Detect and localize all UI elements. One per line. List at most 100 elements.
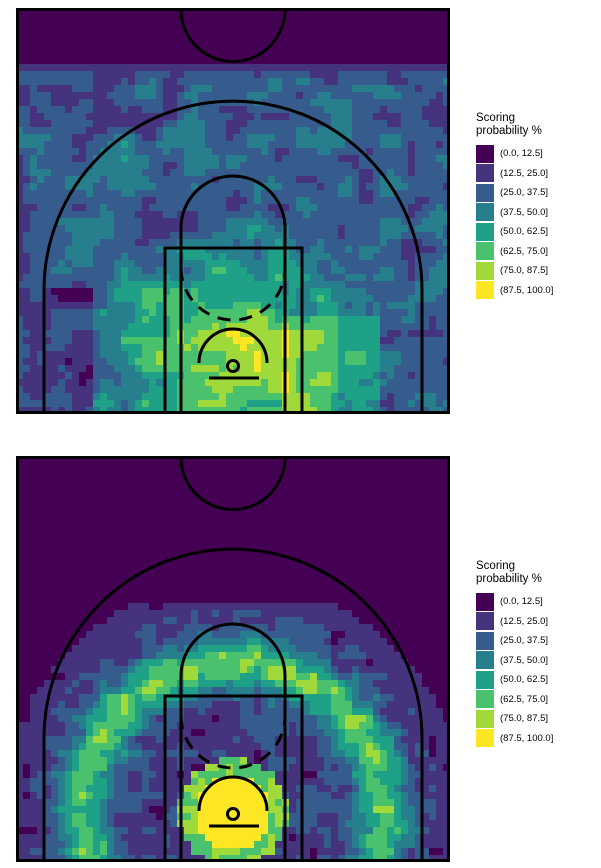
heatmap-cell [345,246,353,254]
heatmap-cell [317,15,325,23]
heatmap-cell [205,470,213,478]
heatmap-cell [219,50,227,58]
heatmap-cell [233,554,241,562]
heatmap-cell [387,148,395,156]
heatmap-cell [72,302,80,310]
heatmap-cell [268,533,276,541]
heatmap-cell [191,50,199,58]
heatmap-cell [23,330,31,338]
heatmap-cell [51,344,59,352]
heatmap-cell [86,561,94,569]
heatmap-cell [352,358,360,366]
heatmap-cell [303,540,311,548]
heatmap-cell [135,225,143,233]
heatmap-cell [366,232,374,240]
heatmap-cell [107,155,115,163]
heatmap-cell [191,316,199,324]
heatmap-cell [345,15,353,23]
heatmap-cell [107,288,115,296]
heatmap-cell [135,589,143,597]
heatmap-cell [177,197,185,205]
heatmap-cell [114,274,122,282]
heatmap-cell [156,526,164,534]
heatmap-cell [394,316,402,324]
heatmap-cell [352,239,360,247]
heatmap-cell [394,351,402,359]
heatmap-cell [44,218,52,226]
heatmap-cell [394,512,402,520]
heatmap-cell [79,400,87,408]
heatmap-cell [352,232,360,240]
heatmap-cell [177,141,185,149]
heatmap-cell [219,162,227,170]
heatmap-cell [310,477,318,485]
heatmap-cell [373,50,381,58]
heatmap-cell [310,330,318,338]
heatmap-cell [296,596,304,604]
heatmap-cell [366,148,374,156]
heatmap-cell [275,302,283,310]
heatmap-cell [303,281,311,289]
heatmap-cell [170,43,178,51]
heatmap-cell [198,134,206,142]
heatmap-cell [142,484,150,492]
heatmap-cell [107,253,115,261]
heatmap-cell [366,575,374,583]
heatmap-cell [401,393,409,401]
heatmap-cell [408,337,416,345]
heatmap-cell [303,512,311,520]
heatmap-cell [303,99,311,107]
heatmap-cell [415,533,423,541]
heatmap-cell [373,15,381,23]
heatmap-cell [191,225,199,233]
heatmap-cell [387,50,395,58]
heatmap-cell [275,239,283,247]
heatmap-cell [422,197,430,205]
heatmap-cell [380,71,388,79]
heatmap-cell [331,554,339,562]
heatmap-cell [387,470,395,478]
heatmap-cell [226,351,234,359]
heatmap-cell [156,323,164,331]
heatmap-cell [261,323,269,331]
heatmap-cell [191,162,199,170]
heatmap-cell [128,106,136,114]
heatmap-cell [408,246,416,254]
heatmap-cell [233,267,241,275]
heatmap-cell [156,463,164,471]
heatmap-cell [226,596,234,604]
heatmap-cell [156,491,164,499]
heatmap-cell [373,267,381,275]
heatmap-cell [289,176,297,184]
heatmap-cell [247,127,255,135]
heatmap-cell [191,22,199,30]
heatmap-cell [310,519,318,527]
heatmap-cell [352,169,360,177]
heatmap-cell [268,127,276,135]
heatmap-cell [422,554,430,562]
heatmap-cell [86,64,94,72]
heatmap-cell [254,239,262,247]
heatmap-cell [317,330,325,338]
heatmap-cell [163,533,171,541]
heatmap-cell [275,512,283,520]
heatmap-cell [226,463,234,471]
heatmap-cell [191,596,199,604]
heatmap-cell [121,190,129,198]
heatmap-cell [394,477,402,485]
heatmap-cell [303,288,311,296]
heatmap-cell [170,589,178,597]
heatmap-cell [65,463,73,471]
heatmap-cell [30,211,38,219]
heatmap-cell [128,43,136,51]
heatmap-cell [100,330,108,338]
heatmap-cell [86,596,94,604]
heatmap-cell [380,134,388,142]
heatmap-cell [394,295,402,303]
heatmap-cell [303,64,311,72]
heatmap-cell [65,225,73,233]
heatmap-cell [37,204,45,212]
heatmap-cell [373,505,381,513]
heatmap-cell [317,309,325,317]
heatmap-cell [219,379,227,387]
